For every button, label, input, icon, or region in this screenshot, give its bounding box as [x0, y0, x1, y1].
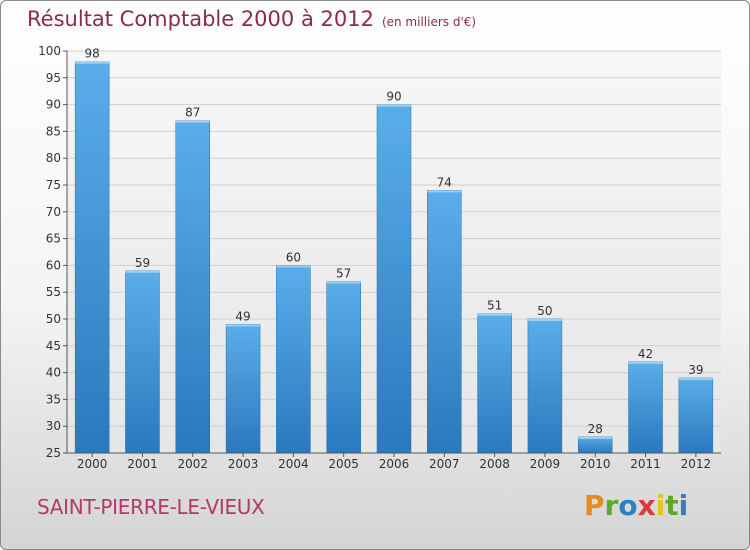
- bar: [225, 324, 261, 454]
- bar: [678, 377, 714, 454]
- bar-highlight: [326, 281, 361, 284]
- y-tick-label: 35: [46, 392, 61, 406]
- y-tick-label: 30: [46, 419, 61, 433]
- commune-name: SAINT-PIERRE-LE-VIEUX: [37, 495, 265, 519]
- y-tick-label: 90: [46, 98, 61, 112]
- data-label: 50: [537, 304, 552, 318]
- bar: [427, 190, 462, 454]
- bar: [376, 104, 412, 454]
- data-label: 51: [487, 299, 502, 313]
- bar-highlight: [226, 324, 261, 327]
- bar: [527, 318, 563, 454]
- y-tick-label: 25: [46, 446, 61, 460]
- y-tick-label: 50: [46, 312, 61, 326]
- bar-highlight: [678, 377, 713, 380]
- y-tick-label: 100: [38, 44, 61, 58]
- logo-letter: i: [655, 489, 666, 522]
- x-tick-label: 2001: [127, 457, 158, 471]
- title-text: Résultat Comptable 2000 à 2012: [27, 7, 374, 31]
- data-label: 98: [85, 47, 100, 61]
- x-tick-label: 2000: [77, 457, 108, 471]
- y-tick-label: 65: [46, 232, 61, 246]
- axis-layer: 25 30 35 40 45 50 55 60 65 70 75 80 85 90 95 100 98 2000 5…: [38, 44, 721, 471]
- chart-subtitle: (en milliers d'€): [381, 15, 477, 29]
- data-label: 74: [437, 175, 452, 189]
- x-tick-label: 2006: [379, 457, 410, 471]
- bar-highlight: [578, 436, 613, 439]
- x-tick-label: 2009: [530, 457, 561, 471]
- y-tick-label: 95: [46, 71, 61, 85]
- x-tick-label: 2004: [278, 457, 309, 471]
- bar-highlight: [276, 265, 311, 268]
- y-tick-label: 75: [46, 178, 61, 192]
- bar-highlight: [628, 361, 663, 364]
- data-label: 87: [185, 106, 200, 120]
- data-label: 49: [235, 309, 250, 323]
- x-tick-label: 2010: [580, 457, 611, 471]
- bar: [477, 313, 512, 454]
- bar: [125, 270, 160, 454]
- y-tick-label: 60: [46, 258, 61, 272]
- bar: [577, 436, 613, 454]
- x-tick-label: 2012: [681, 457, 712, 471]
- bar-highlight: [477, 313, 512, 316]
- data-label: 28: [588, 422, 603, 436]
- logo-letter: o: [618, 489, 638, 522]
- proxiti-logo[interactable]: Proxiti: [584, 489, 688, 522]
- y-tick-label: 80: [46, 151, 61, 165]
- y-tick-label: 55: [46, 285, 61, 299]
- logo-letter: x: [637, 489, 656, 522]
- logo-letter: P: [584, 489, 605, 522]
- bar: [74, 61, 110, 454]
- bar-highlight: [125, 270, 160, 273]
- bar-layer: [74, 61, 714, 454]
- bar-highlight: [175, 120, 210, 123]
- x-tick-label: 2005: [328, 457, 359, 471]
- bar: [175, 120, 211, 454]
- y-tick-label: 45: [46, 339, 61, 353]
- bar-highlight: [75, 61, 110, 64]
- data-label: 59: [135, 256, 150, 270]
- bar-highlight: [527, 319, 562, 321]
- data-label: 90: [386, 90, 401, 104]
- data-label: 60: [286, 250, 301, 264]
- logo-letter: t: [665, 489, 679, 522]
- x-tick-label: 2002: [177, 457, 208, 471]
- data-label: 39: [688, 363, 703, 377]
- y-tick-label: 85: [46, 124, 61, 138]
- data-label: 57: [336, 266, 351, 280]
- x-tick-label: 2011: [630, 457, 661, 471]
- bar: [628, 361, 663, 454]
- x-tick-label: 2007: [429, 457, 460, 471]
- x-tick-label: 2008: [479, 457, 510, 471]
- bar: [326, 281, 361, 454]
- x-tick-label: 2003: [228, 457, 259, 471]
- bar-highlight: [377, 104, 411, 107]
- bar: [276, 265, 311, 454]
- y-tick-label: 70: [46, 205, 61, 219]
- y-tick-label: 40: [46, 366, 61, 380]
- logo-letter: r: [604, 489, 619, 522]
- chart-title: Résultat Comptable 2000 à 2012 (en millie…: [27, 7, 476, 31]
- bar-highlight: [427, 190, 462, 193]
- data-label: 42: [638, 347, 653, 361]
- logo-letter: i: [678, 489, 689, 522]
